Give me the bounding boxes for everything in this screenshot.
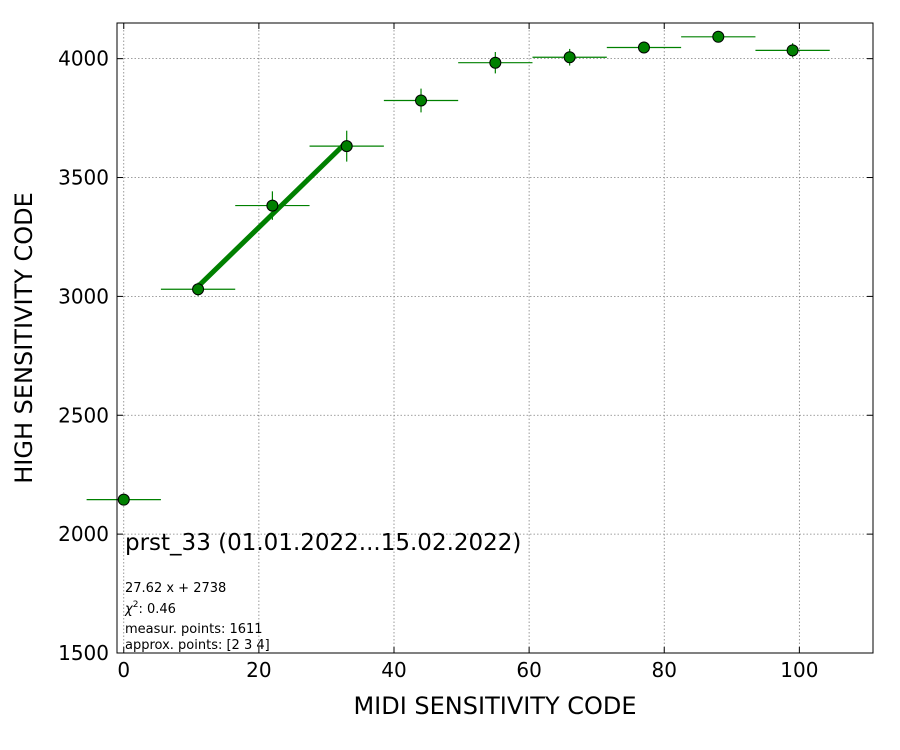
- x-tick-label: 0: [117, 658, 130, 682]
- data-point: [786, 44, 799, 57]
- data-point: [340, 140, 353, 153]
- x-axis-label: MIDI SENSITIVITY CODE: [353, 692, 636, 720]
- fit-equation: 27.62 x + 2738: [125, 581, 226, 596]
- data-point: [712, 30, 725, 43]
- y-tick-label: 1500: [58, 641, 109, 665]
- chi2-symbol: χ: [124, 602, 134, 617]
- data-point: [415, 94, 428, 107]
- x-tick-label: 60: [516, 658, 541, 682]
- chi2-superscript: 2: [133, 600, 139, 610]
- x-tick-label: 40: [381, 658, 406, 682]
- x-tick-label: 100: [780, 658, 818, 682]
- measur-points: measur. points: 1611: [125, 622, 263, 637]
- y-tick-label: 2000: [58, 522, 109, 546]
- data-point: [637, 41, 650, 54]
- y-tick-label: 3000: [58, 284, 109, 308]
- chi2-label: χ2: 0.46: [124, 600, 176, 617]
- y-tick-label: 4000: [58, 47, 109, 71]
- y-axis-label: HIGH SENSITIVITY CODE: [10, 192, 38, 484]
- grid: [117, 23, 873, 654]
- plot-frame: [116, 22, 874, 654]
- data-points: [86, 30, 830, 506]
- data-point: [117, 493, 130, 506]
- data-point: [266, 199, 279, 212]
- x-tick-label: 80: [652, 658, 677, 682]
- data-point: [192, 283, 205, 296]
- chi2-value: : 0.46: [138, 602, 175, 617]
- data-point: [563, 51, 576, 64]
- chart-annotation-title: prst_33 (01.01.2022...15.02.2022): [125, 530, 521, 556]
- y-tick-label: 3500: [58, 166, 109, 190]
- x-tick-label: 20: [246, 658, 271, 682]
- y-tick-label: 2500: [58, 403, 109, 427]
- annotations: prst_33 (01.01.2022...15.02.2022) 27.62 …: [124, 530, 521, 653]
- approx-points: approx. points: [2 3 4]: [125, 638, 270, 653]
- ticks: 0 20 40 60 80 100 1500 2000 2500 3000 3500 4000: [58, 23, 873, 682]
- data-point: [489, 56, 502, 69]
